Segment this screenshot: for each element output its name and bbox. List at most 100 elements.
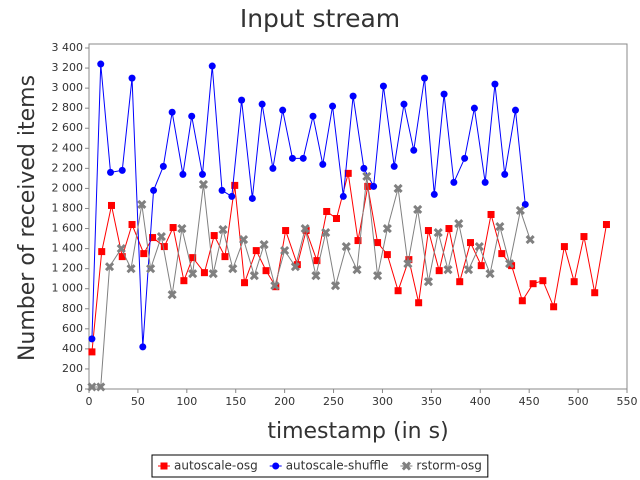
legend-label: autoscale-shuffle <box>286 459 389 473</box>
y-tick-label: 3 400 <box>52 41 84 54</box>
marker <box>282 227 290 235</box>
marker <box>180 277 188 285</box>
marker <box>238 96 246 104</box>
y-tick-label: 3 000 <box>52 81 84 94</box>
marker <box>394 287 402 295</box>
marker <box>137 199 147 210</box>
marker <box>525 235 535 245</box>
marker <box>518 297 526 305</box>
marker <box>332 215 340 222</box>
y-tick-label: 600 <box>62 322 83 335</box>
marker <box>491 80 499 88</box>
marker <box>501 170 509 178</box>
marker <box>454 218 464 229</box>
marker <box>139 343 147 351</box>
marker <box>421 74 429 82</box>
marker <box>591 289 599 297</box>
marker <box>208 269 218 279</box>
marker <box>470 104 478 112</box>
marker <box>424 227 432 235</box>
series-line <box>91 64 526 347</box>
x-tick-label: 550 <box>617 395 638 408</box>
marker <box>167 290 177 300</box>
marker <box>160 462 168 470</box>
marker <box>495 221 505 232</box>
chart-title: Input stream <box>240 4 400 33</box>
marker <box>430 190 438 198</box>
marker <box>498 250 506 258</box>
marker <box>400 100 408 108</box>
marker <box>116 244 126 254</box>
marker <box>330 281 341 291</box>
marker <box>374 239 382 247</box>
y-tick-label: 1 200 <box>52 262 84 275</box>
marker <box>390 162 398 170</box>
marker <box>300 223 310 234</box>
marker <box>379 82 387 90</box>
x-tick-label: 500 <box>568 395 589 408</box>
marker <box>252 247 260 255</box>
marker <box>231 181 239 189</box>
marker <box>433 227 443 238</box>
y-tick-label: 2 600 <box>52 121 84 134</box>
y-tick-label: 2 800 <box>52 101 84 114</box>
marker <box>383 251 391 259</box>
y-tick-label: 1 000 <box>52 282 84 295</box>
y-tick-label: 0 <box>76 382 83 395</box>
x-tick-label: 350 <box>421 395 442 408</box>
marker <box>349 92 357 100</box>
marker <box>403 259 413 269</box>
marker <box>505 259 515 269</box>
marker <box>511 106 519 114</box>
marker <box>290 262 300 272</box>
marker <box>128 221 136 229</box>
marker <box>160 243 168 251</box>
y-tick-label: 2 400 <box>52 141 84 154</box>
y-tick-label: 400 <box>62 342 83 355</box>
marker <box>450 178 458 186</box>
marker <box>179 170 187 178</box>
x-tick-label: 50 <box>131 395 145 408</box>
marker <box>241 279 249 287</box>
marker <box>107 201 115 209</box>
y-tick-label: 200 <box>62 362 83 375</box>
marker <box>487 210 495 218</box>
marker <box>97 60 105 68</box>
marker <box>466 239 474 247</box>
marker <box>415 299 423 307</box>
legend: autoscale-osg autoscale-shuffle rstorm-osg <box>151 454 489 478</box>
marker <box>98 248 106 256</box>
marker <box>362 171 372 181</box>
marker <box>288 154 296 162</box>
x-tick-label: 250 <box>323 395 344 408</box>
marker <box>107 168 115 176</box>
marker <box>218 186 226 194</box>
y-axis-label: Number of received items <box>15 75 40 361</box>
marker <box>435 267 443 275</box>
marker <box>456 278 464 286</box>
marker <box>474 242 484 252</box>
marker <box>118 166 126 174</box>
marker <box>321 227 331 238</box>
marker <box>370 182 378 190</box>
marker <box>477 262 485 270</box>
marker <box>461 154 469 162</box>
y-tick-label: 2 200 <box>52 161 84 174</box>
marker <box>299 154 307 162</box>
y-tick-label: 800 <box>62 302 83 315</box>
marker <box>360 164 368 172</box>
y-tick-label: 2 000 <box>52 181 84 194</box>
legend-label: rstorm-osg <box>416 459 481 473</box>
marker <box>248 194 256 202</box>
marker <box>258 100 266 108</box>
y-tick-label: 1 600 <box>52 222 84 235</box>
marker <box>168 108 176 116</box>
marker <box>238 235 249 245</box>
marker <box>272 462 280 470</box>
marker <box>249 271 259 281</box>
marker <box>169 224 177 232</box>
marker <box>88 335 96 343</box>
marker <box>150 186 158 194</box>
plot-frame <box>88 43 628 390</box>
